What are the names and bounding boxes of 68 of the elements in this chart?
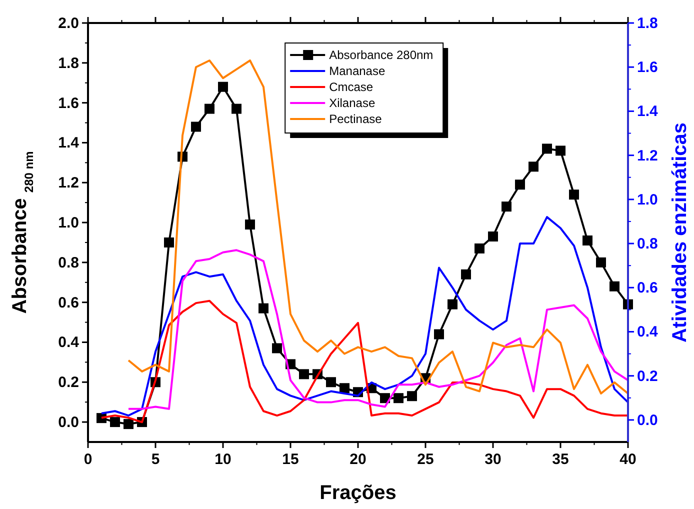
- legend-label: Xilanase: [329, 96, 376, 110]
- x-tick-label: 10: [214, 451, 232, 468]
- y2-tick-label: 0.4: [637, 324, 659, 341]
- y2-axis-title: Atividades enzimáticas: [669, 122, 691, 343]
- point: [528, 162, 538, 172]
- point: [542, 144, 552, 154]
- y2-tick-label: 0.6: [637, 280, 658, 297]
- point: [272, 343, 282, 354]
- y2-tick-label: 1.8: [637, 15, 658, 32]
- point: [461, 269, 471, 280]
- point: [610, 281, 620, 292]
- x-tick-label: 15: [282, 451, 299, 468]
- y2-tick-label: 0.0: [637, 412, 658, 429]
- point: [556, 146, 566, 156]
- y2-tick-label: 0.2: [637, 368, 658, 385]
- point: [204, 104, 214, 114]
- legend-label: Mananase: [329, 64, 386, 78]
- point: [407, 391, 417, 402]
- legend-label: Absorbance 280nm: [329, 48, 434, 62]
- y-tick-label: 0.8: [58, 254, 79, 272]
- y-tick-label: 0.0: [58, 414, 79, 432]
- x-tick-label: 35: [552, 451, 569, 468]
- point: [299, 369, 309, 380]
- y-tick-label: 0.2: [58, 374, 79, 392]
- x-tick-label: 40: [620, 451, 636, 468]
- y-tick-label: 2.0: [58, 15, 79, 32]
- point: [569, 190, 579, 200]
- point: [245, 220, 255, 230]
- point: [218, 82, 228, 92]
- y-tick-label: 1.8: [58, 54, 79, 72]
- x-axis-title: Frações: [320, 482, 396, 504]
- x-tick-label: 20: [350, 451, 366, 468]
- point: [326, 377, 336, 388]
- point: [394, 393, 404, 404]
- point: [596, 257, 606, 268]
- y-tick-label: 1.4: [58, 134, 80, 152]
- x-tick-label: 5: [151, 451, 160, 468]
- point: [110, 417, 120, 428]
- point: [488, 231, 498, 242]
- y2-tick-label: 1.4: [637, 103, 659, 120]
- y2-tick-label: 1.0: [637, 191, 658, 208]
- y-tick-label: 0.4: [58, 334, 80, 352]
- legend-label: Cmcase: [329, 80, 374, 94]
- point: [164, 237, 174, 248]
- line-series: [128, 59, 629, 394]
- point: [502, 202, 512, 212]
- y2-tick-label: 1.6: [637, 59, 658, 76]
- point: [515, 180, 525, 190]
- point: [258, 303, 268, 314]
- y-tick-label: 1.2: [58, 174, 79, 192]
- legend-label: Pectinase: [329, 112, 382, 126]
- point: [340, 383, 350, 394]
- y-tick-label: 1.0: [58, 214, 79, 232]
- y2-tick-label: 1.2: [637, 147, 658, 164]
- x-tick-label: 25: [417, 451, 434, 468]
- x-tick-label: 0: [84, 451, 92, 468]
- point: [582, 235, 592, 246]
- y-tick-label: 0.6: [58, 294, 79, 312]
- point: [434, 329, 444, 340]
- point: [474, 243, 484, 254]
- x-tick-label: 30: [484, 451, 502, 468]
- point: [448, 299, 458, 310]
- point: [191, 122, 201, 132]
- point: [232, 104, 242, 114]
- y2-tick-label: 0.8: [637, 236, 658, 253]
- point: [124, 419, 134, 430]
- y-tick-label: 1.6: [58, 94, 79, 112]
- line-series: [128, 249, 629, 410]
